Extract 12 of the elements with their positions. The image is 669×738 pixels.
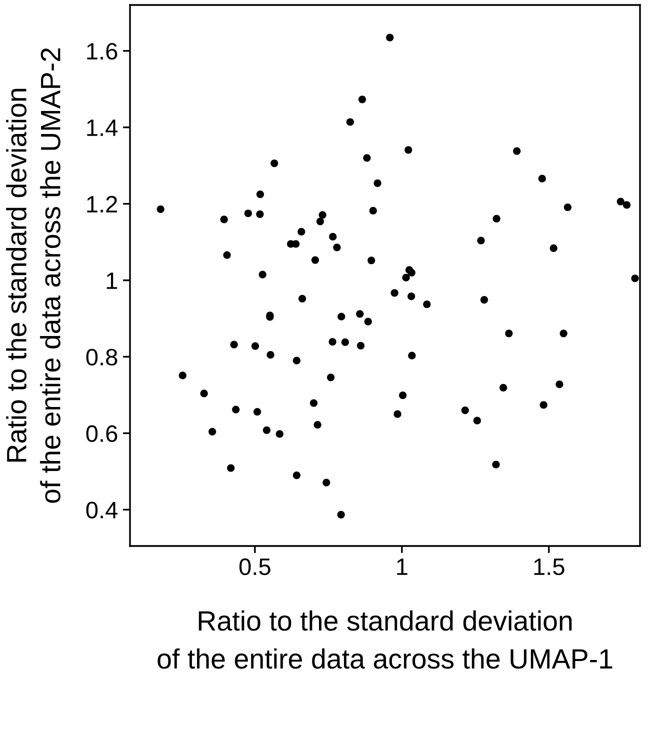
- x-tick-label: 1: [397, 558, 408, 575]
- x-tick-label: 1.5: [534, 558, 564, 576]
- y-tick-label: 0.6: [86, 425, 118, 442]
- x-tick-label: 0.5: [239, 558, 270, 576]
- y-tick-label: 1.4: [87, 120, 118, 136]
- y-tick-label: 0.4: [86, 502, 118, 518]
- y-tick-label: 1: [106, 272, 118, 289]
- y-tick-label: 0.8: [86, 348, 118, 366]
- x-axis-title: Ratio to the standard deviation of the entire data across the UMAP-1: [158, 610, 612, 669]
- y-tick-label: 1.2: [87, 196, 118, 212]
- y-axis-title: Ratio to the standard deviation of the entire data across the UMAP-2: [6, 48, 60, 503]
- y-tick-label: 1.6: [87, 42, 118, 60]
